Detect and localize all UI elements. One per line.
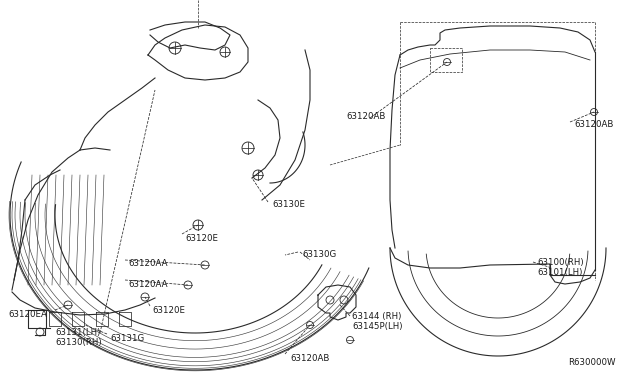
Text: 63120EA: 63120EA (8, 310, 47, 319)
Text: R630000W: R630000W (568, 358, 616, 367)
Text: 63101(LH): 63101(LH) (537, 268, 582, 277)
Text: 63131(LH): 63131(LH) (55, 328, 100, 337)
Text: 63145P(LH): 63145P(LH) (352, 322, 403, 331)
Text: 63120E: 63120E (152, 306, 185, 315)
Text: 63120AA: 63120AA (128, 280, 168, 289)
Text: 63120E: 63120E (185, 234, 218, 243)
Text: 63130(RH): 63130(RH) (55, 338, 102, 347)
Text: 63144 (RH): 63144 (RH) (352, 312, 401, 321)
Text: 63131G: 63131G (110, 334, 144, 343)
Text: 63120AB: 63120AB (346, 112, 385, 121)
Text: 63130G: 63130G (302, 250, 336, 259)
Text: 63130E: 63130E (272, 200, 305, 209)
Text: 63120AA: 63120AA (128, 259, 168, 268)
Text: 63120AB: 63120AB (290, 354, 330, 363)
Text: 63120AB: 63120AB (574, 120, 613, 129)
Text: 63100(RH): 63100(RH) (537, 258, 584, 267)
